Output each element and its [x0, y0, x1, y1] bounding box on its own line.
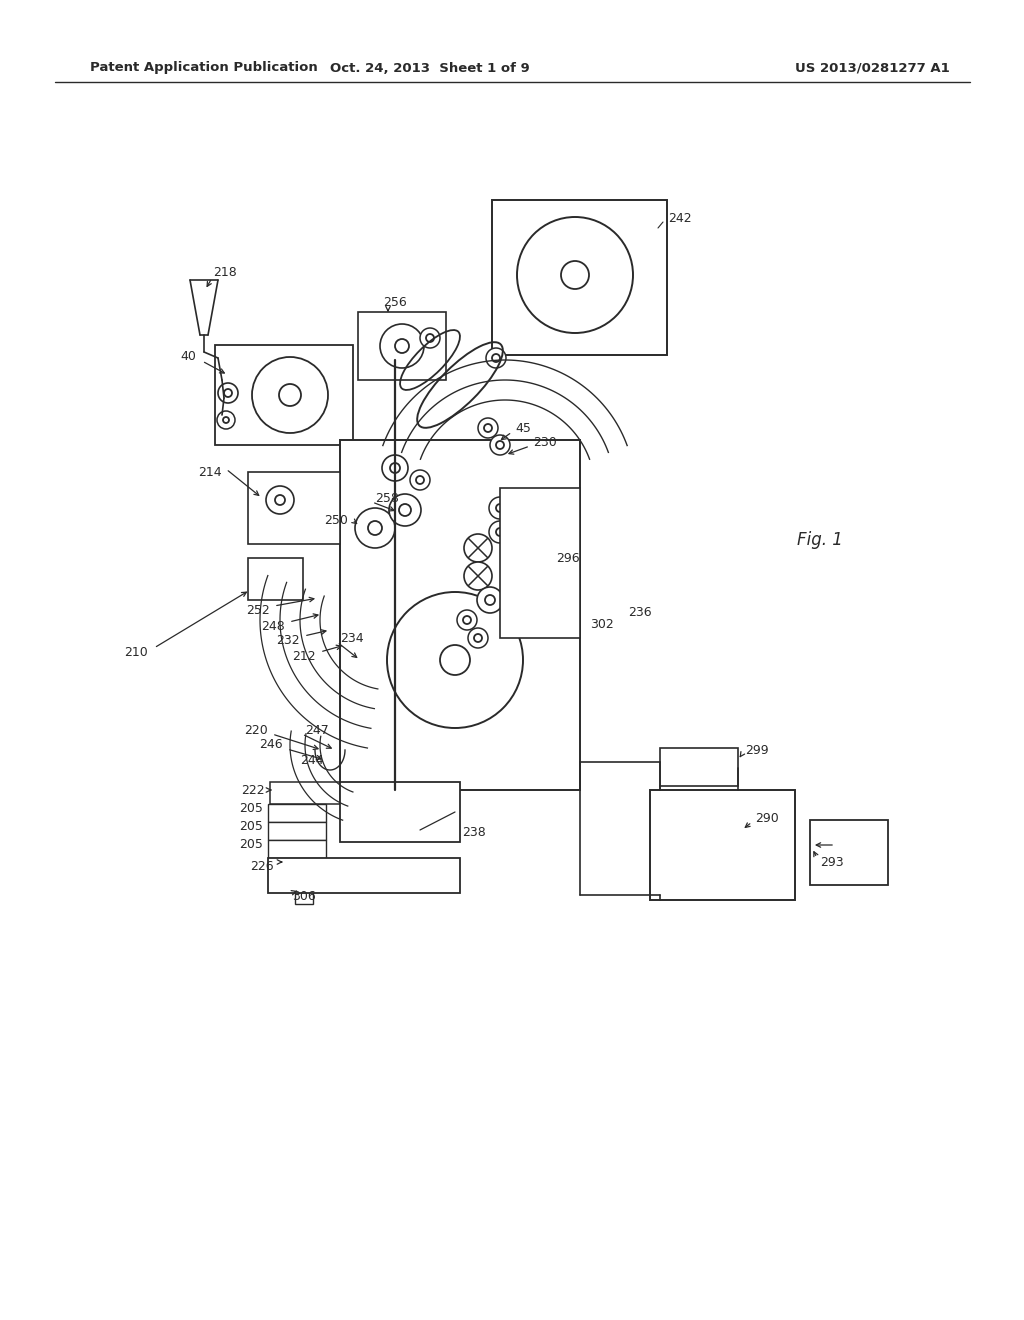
Circle shape — [275, 495, 285, 506]
Circle shape — [440, 645, 470, 675]
Text: 205: 205 — [240, 837, 263, 850]
Bar — [268, 840, 326, 858]
Text: 290: 290 — [755, 812, 778, 825]
Text: 214: 214 — [199, 466, 222, 479]
Circle shape — [420, 327, 440, 348]
Circle shape — [387, 591, 523, 729]
Circle shape — [468, 628, 488, 648]
Bar — [340, 440, 580, 789]
Circle shape — [416, 477, 424, 484]
Bar — [280, 862, 315, 890]
Circle shape — [279, 384, 301, 407]
Circle shape — [492, 354, 500, 362]
Bar — [810, 820, 888, 884]
Circle shape — [252, 356, 328, 433]
Text: Patent Application Publication: Patent Application Publication — [90, 62, 317, 74]
Circle shape — [368, 521, 382, 535]
Circle shape — [486, 348, 506, 368]
Circle shape — [489, 521, 511, 543]
Circle shape — [426, 334, 434, 342]
Circle shape — [457, 610, 477, 630]
Text: 248: 248 — [261, 619, 285, 632]
Bar — [268, 822, 326, 840]
Circle shape — [464, 562, 492, 590]
Text: 220: 220 — [245, 723, 268, 737]
Circle shape — [410, 470, 430, 490]
Text: 244: 244 — [300, 754, 324, 767]
Text: 218: 218 — [213, 265, 237, 279]
Circle shape — [380, 323, 424, 368]
Text: 238: 238 — [462, 825, 485, 838]
Circle shape — [382, 455, 408, 480]
Bar — [650, 789, 795, 900]
Circle shape — [561, 261, 589, 289]
Bar — [248, 558, 303, 601]
Circle shape — [485, 595, 495, 605]
Text: 296: 296 — [556, 552, 580, 565]
Text: 210: 210 — [124, 645, 148, 659]
Text: 302: 302 — [590, 619, 614, 631]
Text: 242: 242 — [668, 211, 691, 224]
Circle shape — [463, 616, 471, 624]
Circle shape — [218, 383, 238, 403]
Circle shape — [496, 441, 504, 449]
Text: 205: 205 — [240, 820, 263, 833]
Text: 234: 234 — [340, 631, 364, 644]
Bar — [660, 748, 738, 785]
Circle shape — [355, 508, 395, 548]
Text: 250: 250 — [325, 513, 348, 527]
Text: 45: 45 — [515, 421, 530, 434]
Text: 230: 230 — [534, 436, 557, 449]
Bar — [492, 201, 667, 355]
Text: 252: 252 — [246, 603, 270, 616]
Circle shape — [390, 463, 400, 473]
Bar — [270, 781, 340, 804]
Bar — [268, 804, 326, 822]
Circle shape — [489, 498, 511, 519]
Bar — [358, 312, 446, 380]
Text: Fig. 1: Fig. 1 — [797, 531, 843, 549]
Circle shape — [477, 587, 503, 612]
Circle shape — [464, 535, 492, 562]
Circle shape — [517, 216, 633, 333]
Text: 258: 258 — [375, 491, 399, 504]
Text: US 2013/0281277 A1: US 2013/0281277 A1 — [796, 62, 950, 74]
Bar — [215, 345, 353, 445]
Bar — [500, 488, 580, 638]
Text: 299: 299 — [745, 743, 769, 756]
Circle shape — [496, 504, 504, 512]
Text: Oct. 24, 2013  Sheet 1 of 9: Oct. 24, 2013 Sheet 1 of 9 — [330, 62, 529, 74]
Circle shape — [266, 486, 294, 513]
Circle shape — [223, 417, 229, 422]
Circle shape — [484, 424, 492, 432]
Text: 222: 222 — [242, 784, 265, 796]
Circle shape — [217, 411, 234, 429]
Circle shape — [224, 389, 232, 397]
Circle shape — [474, 634, 482, 642]
Circle shape — [399, 504, 411, 516]
Text: 256: 256 — [383, 297, 407, 309]
Circle shape — [490, 436, 510, 455]
Text: 293: 293 — [820, 855, 844, 869]
Text: 246: 246 — [259, 738, 283, 751]
Text: 40: 40 — [180, 351, 196, 363]
Text: 306: 306 — [292, 890, 315, 903]
Bar — [295, 892, 313, 904]
Text: 226: 226 — [251, 859, 274, 873]
Circle shape — [478, 418, 498, 438]
Text: 232: 232 — [276, 634, 300, 647]
Bar — [248, 473, 340, 544]
Bar — [340, 781, 460, 842]
Circle shape — [395, 339, 409, 352]
Text: 212: 212 — [293, 649, 316, 663]
Text: 236: 236 — [628, 606, 651, 619]
Bar — [268, 858, 460, 894]
Text: 247: 247 — [305, 723, 329, 737]
Text: 205: 205 — [240, 801, 263, 814]
Circle shape — [496, 528, 504, 536]
Circle shape — [389, 494, 421, 525]
